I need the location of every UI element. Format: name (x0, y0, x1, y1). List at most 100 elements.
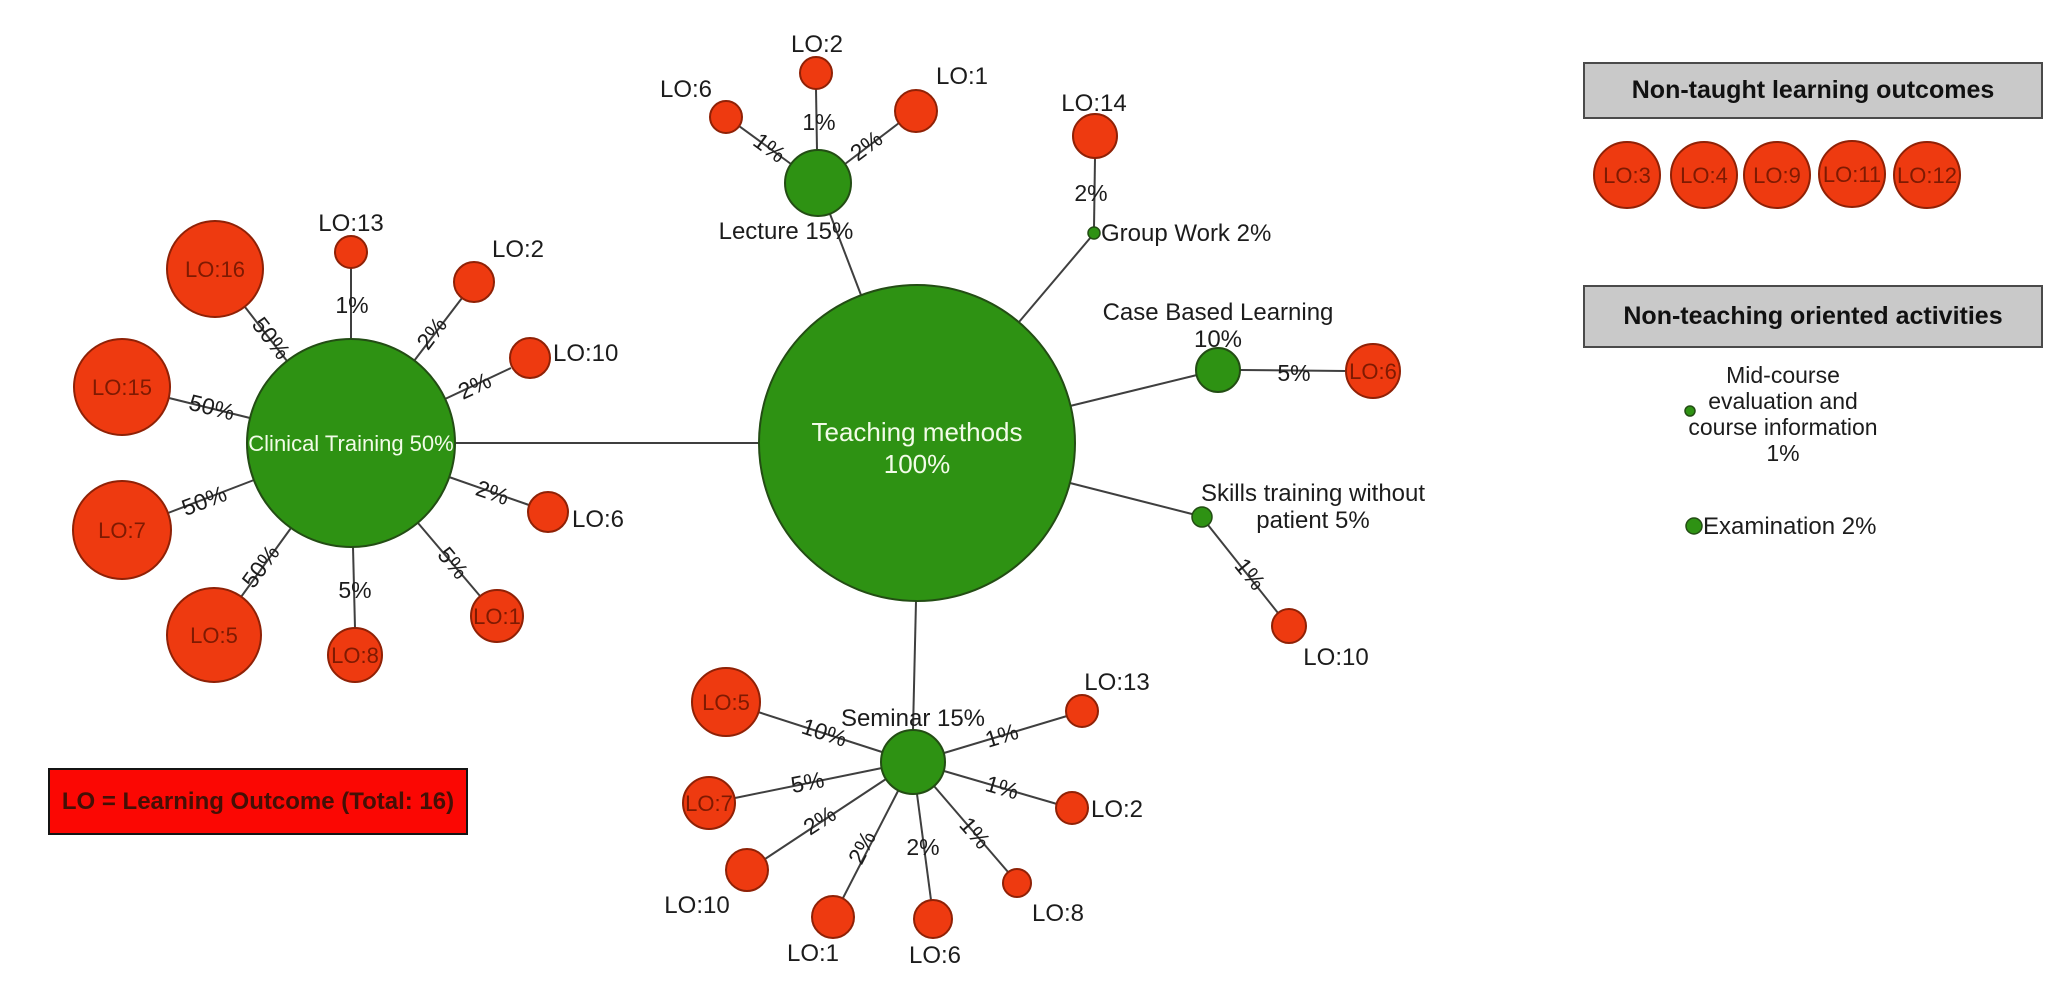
ct-lo16-label: LO:16 (185, 257, 245, 282)
pct-seminar-lo7: 5% (789, 766, 827, 798)
case-based-label2: 10% (1194, 326, 1242, 353)
node-lecture (784, 149, 852, 217)
non-taught-title: Non-taught learning outcomes (1631, 76, 1995, 104)
node-ct-lo1 (470, 589, 524, 643)
node-sem-lo7 (682, 776, 736, 830)
edge-seminar-lo5 (757, 711, 883, 753)
node-ct-lo15 (73, 338, 171, 436)
node-lec-lo6 (709, 100, 743, 134)
teaching-line2: 100% (884, 449, 951, 479)
ct-lo5-label: LO:5 (190, 623, 238, 648)
node-ct-lo5 (166, 587, 262, 683)
edge-clinical-lo2 (413, 297, 463, 362)
edge-clinical-lo10 (444, 367, 512, 400)
gw-lo14-label: LO:14 (1061, 90, 1126, 117)
node-cbl-lo6 (1345, 343, 1401, 399)
edge-lecture-lo1 (844, 122, 900, 165)
pct-clinical-lo8: 5% (338, 577, 371, 603)
legend-box: LO = Learning Outcome (Total: 16) (48, 768, 468, 835)
node-nt-lo3 (1593, 141, 1661, 209)
edge-seminar-lo13 (943, 715, 1068, 754)
edge-clinical-lo6 (448, 476, 530, 506)
edge-seminar-lo10 (764, 778, 887, 860)
edge-clinical-lo5 (240, 527, 292, 598)
node-nt-lo12 (1893, 141, 1961, 209)
pct-case-based-lo6: 5% (1277, 360, 1310, 386)
node-lec-lo2 (799, 56, 833, 90)
group-work-label: Group Work 2% (1101, 220, 1271, 247)
pct-seminar-lo10: 2% (799, 800, 841, 840)
edge-teaching-case-based (1069, 374, 1198, 407)
skills-label2: patient 5% (1256, 507, 1369, 534)
node-case-based-learning (1195, 347, 1241, 393)
midcourse-label4: 1% (1766, 440, 1799, 466)
node-teaching (758, 284, 1076, 602)
node-ct-lo13 (334, 235, 368, 269)
node-sem-lo10 (725, 848, 769, 892)
node-gw-lo14 (1072, 113, 1118, 159)
ct-lo6-label: LO:6 (572, 506, 624, 533)
node-seminar (880, 729, 946, 795)
midcourse-label1: Mid-course (1726, 362, 1840, 388)
nt-lo12-label: LO:12 (1897, 163, 1957, 188)
sem-lo7-label: LO:7 (685, 791, 733, 816)
node-ct-lo10 (509, 337, 551, 379)
pct-lecture-lo6: 1% (749, 127, 791, 168)
edge-teaching-skills (1069, 482, 1193, 515)
node-mid-course-dot (1684, 405, 1696, 417)
edge-clinical-lo1 (417, 522, 481, 597)
edge-teaching-group-work (1018, 236, 1092, 323)
edge-seminar-lo2 (943, 770, 1058, 805)
pct-lecture-lo2: 1% (802, 109, 835, 135)
pct-seminar-lo6: 2% (906, 834, 939, 860)
node-sem-lo6 (913, 899, 953, 939)
node-examination-dot (1685, 517, 1703, 535)
lecture-label: Lecture 15% (719, 218, 854, 245)
edge-clinical-lo7 (167, 479, 255, 514)
pct-seminar-lo13: 1% (982, 718, 1021, 753)
ct-lo10-label: LO:10 (553, 340, 618, 367)
node-lec-lo1 (894, 89, 938, 133)
edge-clinical-lo16 (244, 306, 288, 362)
edge-seminar-lo1 (842, 790, 899, 899)
ct-lo8-label: LO:8 (331, 643, 379, 668)
skills-label1: Skills training without (1201, 480, 1425, 507)
sem-lo8-label: LO:8 (1032, 900, 1084, 927)
nt-lo4-label: LO:4 (1680, 163, 1728, 188)
pct-clinical-lo6: 2% (473, 475, 513, 510)
lec-lo2-label: LO:2 (791, 31, 843, 58)
edge-skills-lo10 (1207, 524, 1279, 614)
sem-lo2-label: LO:2 (1091, 796, 1143, 823)
ct-lo7-label: LO:7 (98, 518, 146, 543)
edge-seminar-lo8 (933, 785, 1009, 873)
ct-lo1-label: LO:1 (473, 604, 521, 629)
pct-clinical-lo15: 50% (186, 389, 237, 425)
node-sem-lo8 (1002, 868, 1032, 898)
sem-lo1-label: LO:1 (787, 940, 839, 967)
sem-lo6-label: LO:6 (909, 942, 961, 969)
node-nt-lo9 (1743, 141, 1811, 209)
lec-lo6-label: LO:6 (660, 76, 712, 103)
non-taught-header-box: Non-taught learning outcomes (1583, 62, 2043, 119)
case-based-label1: Case Based Learning (1103, 299, 1334, 326)
node-group-work (1087, 226, 1101, 240)
non-teaching-title: Non-teaching oriented activities (1623, 302, 2003, 330)
examination-label: Examination 2% (1703, 513, 1876, 540)
node-nt-lo11 (1818, 140, 1886, 208)
edge-lecture-lo6 (738, 125, 792, 165)
pct-clinical-lo13: 1% (335, 292, 368, 318)
node-st-lo10 (1271, 608, 1307, 644)
pct-clinical-lo10: 2% (454, 367, 495, 405)
non-teaching-header-box: Non-teaching oriented activities (1583, 285, 2043, 348)
edge-clinical-lo15 (168, 397, 251, 419)
edge-clinical-lo8 (352, 546, 356, 629)
node-skills-training (1191, 506, 1213, 528)
ct-lo13-label: LO:13 (318, 210, 383, 237)
node-ct-lo7 (72, 480, 172, 580)
pct-seminar-lo1: 2% (843, 827, 881, 868)
node-sem-lo2 (1055, 791, 1089, 825)
lec-lo1-label: LO:1 (936, 63, 988, 90)
node-sem-lo1 (811, 895, 855, 939)
